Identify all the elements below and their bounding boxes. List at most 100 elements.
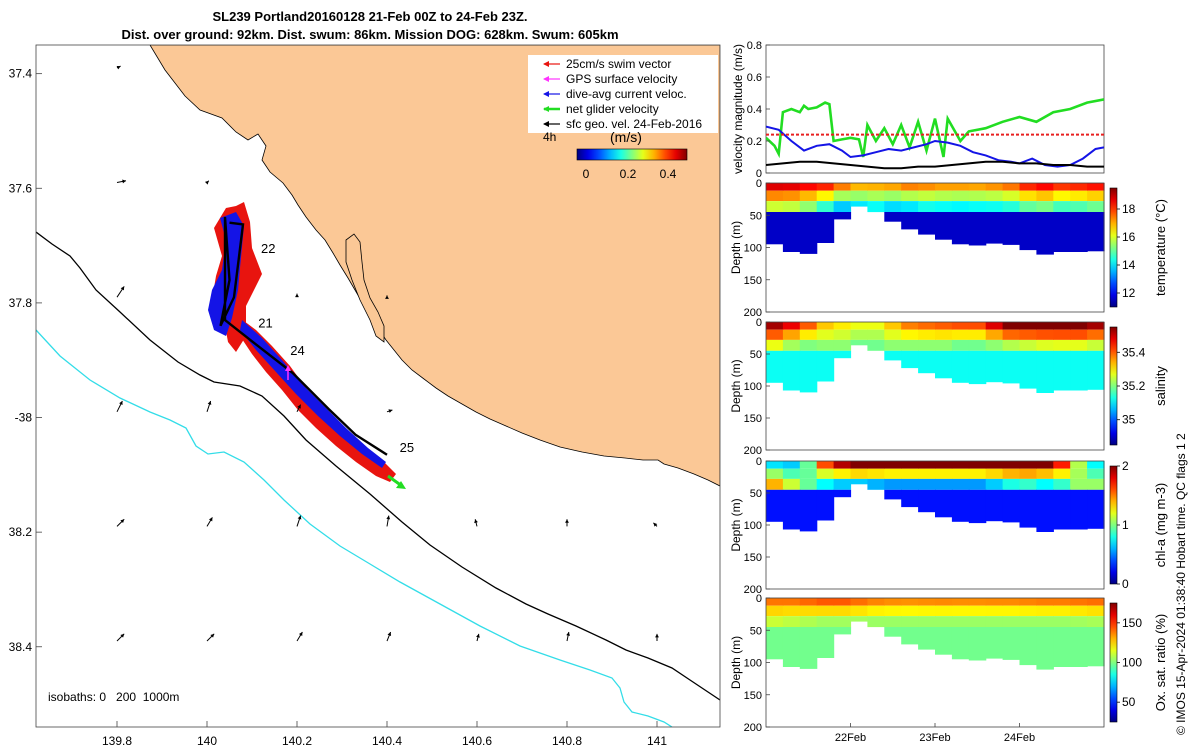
section-cell (1053, 627, 1071, 667)
section-y-tick-label: 50 (750, 349, 762, 361)
section-cell (985, 201, 1004, 213)
geo-vector-head (474, 519, 478, 524)
colorbar-tick-label: 0.2 (620, 167, 637, 181)
section-cell (968, 478, 987, 490)
section-cell (1070, 627, 1088, 667)
section-cell (816, 598, 835, 606)
section-cell (782, 489, 801, 530)
section-cell (833, 616, 852, 628)
section-cell (951, 478, 970, 490)
section-y-tick-label: 50 (750, 488, 762, 500)
section-y-tick-label: 0 (756, 456, 762, 468)
legend-label: dive-avg current veloc. (566, 87, 687, 101)
section-cell (850, 461, 868, 469)
section-cell (985, 190, 1004, 201)
section-cell (884, 201, 902, 213)
section-cell (1002, 183, 1021, 191)
section-y-tick-label: 150 (744, 413, 762, 425)
credit-text: © IMOS 15-Apr-2024 01:38:40 Hobart time.… (1174, 433, 1188, 735)
section-cell (884, 461, 902, 469)
section-cell (935, 183, 953, 191)
section-cell (782, 339, 801, 351)
geo-vector-head (208, 517, 213, 522)
section-cell (1036, 322, 1054, 330)
section-colorbar (1109, 465, 1118, 585)
geo-vector-head (295, 293, 299, 298)
section-cell (850, 183, 868, 191)
section-cell (799, 478, 818, 490)
section-cell (833, 350, 852, 359)
section-cell (985, 598, 1004, 606)
section-panel-salinity: 0 50 100 150 200 Depth (m) 35 35.2 35.4 salinity (729, 317, 1168, 457)
section-cell (1053, 212, 1071, 252)
section-cell (951, 627, 970, 660)
section-cell (985, 329, 1004, 340)
section-cell (816, 468, 835, 479)
section-cell (935, 190, 953, 201)
legend-swatch-head (543, 121, 549, 127)
geo-vector-head (388, 409, 393, 413)
legend-label: net glider velocity (566, 102, 659, 116)
section-cell (867, 478, 885, 490)
section-cell (1019, 605, 1037, 616)
figure-title: SL239 Portland20160128 21-Feb 00Z to 24-… (212, 9, 528, 24)
section-cell (867, 461, 885, 469)
section-cell (935, 350, 953, 379)
colorbar-title: (m/s) (610, 129, 642, 145)
section-cell (901, 616, 919, 628)
colorbar-tick-label: 2 (1122, 459, 1129, 473)
section-cell (985, 212, 1004, 244)
section-cell (884, 627, 902, 637)
section-cell (766, 339, 784, 351)
map-y-tick-label: 38.4 (9, 640, 33, 654)
section-cell (985, 616, 1004, 628)
section-cell (1053, 190, 1071, 201)
geo-vector-head (204, 180, 209, 185)
section-cell (1036, 468, 1054, 479)
section-cell (1087, 468, 1105, 479)
section-cell (816, 461, 835, 469)
section-cell (766, 329, 784, 340)
isobath-200m (36, 231, 720, 701)
section-ylabel: Depth (m) (729, 221, 743, 274)
section-cell (1070, 201, 1088, 213)
section-cell (884, 322, 902, 330)
velocity-frame (765, 44, 1105, 174)
section-cell (1002, 329, 1021, 340)
section-cell (1002, 478, 1021, 490)
legend-swatch-head (543, 76, 549, 82)
section-cell (1087, 201, 1105, 213)
section-cell (833, 322, 852, 330)
section-cell (901, 598, 919, 606)
section-cell (985, 468, 1004, 479)
section-x-tick-label: 23Feb (919, 732, 950, 744)
section-cell (968, 190, 987, 201)
section-cell (1036, 605, 1054, 616)
section-cell (850, 329, 868, 340)
section-cell (951, 350, 970, 383)
section-cell (918, 461, 936, 469)
section-cell (782, 201, 801, 213)
section-y-tick-label: 100 (744, 658, 762, 670)
colorbar-tick-label: 35 (1122, 413, 1136, 427)
section-cell (782, 329, 801, 340)
section-cell (833, 489, 852, 498)
section-cell (1036, 190, 1054, 201)
section-cell (1002, 201, 1021, 213)
section-cell (833, 212, 852, 220)
section-cell (1002, 339, 1021, 351)
section-cell (816, 478, 835, 490)
section-cell (918, 627, 936, 650)
section-cell (850, 598, 868, 606)
section-cell (1070, 605, 1088, 616)
section-cell (935, 478, 953, 490)
section-cell (968, 461, 987, 469)
geo-vector-head (655, 633, 659, 638)
section-cell (1002, 616, 1021, 628)
section-cell (1036, 616, 1054, 628)
section-cell (1087, 598, 1105, 606)
section-cell (833, 339, 852, 351)
section-cell (1053, 461, 1071, 469)
section-y-tick-label: 200 (744, 307, 762, 319)
